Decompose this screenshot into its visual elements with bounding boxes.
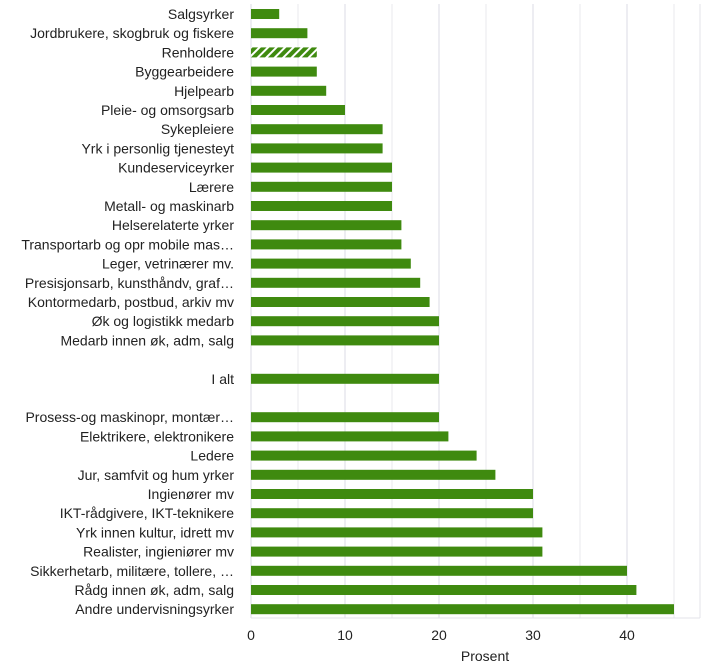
bar: [251, 546, 543, 557]
category-label: I alt: [211, 371, 234, 387]
bar: [251, 335, 439, 346]
bar: [251, 585, 637, 595]
category-label: Byggearbeidere: [135, 64, 234, 80]
category-label: Medarb innen øk, adm, salg: [60, 332, 234, 348]
category-label: Salgsyrker: [168, 6, 234, 22]
category-label: IKT-rådgivere, IKT-teknikere: [60, 505, 235, 521]
x-tick-label: 10: [337, 627, 353, 643]
bar: [251, 143, 383, 154]
bar: [251, 201, 392, 211]
x-tick-label: 40: [619, 627, 635, 643]
bar: [251, 105, 345, 115]
category-label: Jordbrukere, skogbruk og fiskere: [30, 25, 234, 41]
category-label: Helserelaterte yrker: [112, 217, 234, 233]
category-label: Kundeserviceyrker: [118, 160, 234, 176]
category-label: Realister, ingieniører mv: [83, 544, 234, 560]
category-label: Elektrikere, elektronikere: [80, 428, 234, 444]
category-label: Hjelpearb: [174, 83, 234, 99]
category-label: Yrk i personlig tjenesteyt: [81, 140, 234, 156]
bar: [251, 469, 496, 480]
category-label: Ledere: [190, 448, 234, 464]
bar: [251, 181, 392, 192]
gridlines: [250, 4, 701, 619]
bar: [251, 604, 674, 615]
bar: [251, 373, 439, 384]
bar: [251, 277, 421, 288]
category-label: Jur, samfvit og hum yrker: [78, 467, 235, 483]
category-labels: Salgsyrker Jordbrukere, skogbruk og fiske…: [21, 6, 234, 617]
bar: [251, 316, 439, 327]
bar: [251, 124, 383, 135]
bar: [251, 489, 533, 499]
x-tick-label: 30: [525, 627, 541, 643]
bar: [251, 162, 392, 173]
x-tick-label: 0: [247, 627, 255, 643]
category-label: Sykepleiere: [161, 121, 234, 137]
bar: [251, 220, 402, 231]
category-label: Sikkerhetarb, militære, tollere, …: [30, 563, 234, 579]
bar: [251, 85, 327, 96]
bar: [251, 258, 411, 269]
category-label: Pleie- og omsorgsarb: [101, 102, 234, 118]
category-label: Øk og logistikk medarb: [92, 313, 235, 329]
category-label: Transportarb og opr mobile mas…: [21, 236, 234, 252]
bar: [251, 527, 543, 538]
bar: [251, 239, 402, 250]
x-tick-labels: 0 10 20 30 40: [247, 627, 635, 643]
category-label: Lærere: [189, 179, 234, 195]
category-label: Rådg innen øk, adm, salg: [74, 582, 234, 598]
category-label: Presisjonsarb, kunsthåndv, graf…: [25, 275, 234, 291]
category-label: Andre undervisningsyrker: [75, 601, 234, 617]
category-label: Prosess-og maskinopr, montær…: [25, 409, 234, 425]
bar: [251, 508, 533, 519]
category-label: Ingienører mv: [148, 486, 234, 502]
bar: [251, 297, 430, 307]
bar: [251, 450, 477, 461]
category-label: Yrk innen kultur, idrett mv: [76, 524, 234, 540]
category-label: Kontormedarb, postbud, arkiv mv: [28, 294, 234, 310]
bar: [251, 28, 308, 39]
bar: [251, 9, 280, 19]
bar: [251, 412, 439, 423]
bars: [251, 9, 674, 615]
category-label: Metall- og maskinarb: [104, 198, 234, 214]
x-tick-label: 20: [431, 627, 447, 643]
x-axis-title: Prosent: [461, 648, 509, 664]
bar: [251, 47, 317, 58]
bar: [251, 565, 627, 576]
category-label: Renholdere: [162, 44, 235, 60]
bar: [251, 431, 449, 442]
category-label: Leger, vetrinærer mv.: [102, 256, 234, 272]
bar: [251, 66, 317, 77]
